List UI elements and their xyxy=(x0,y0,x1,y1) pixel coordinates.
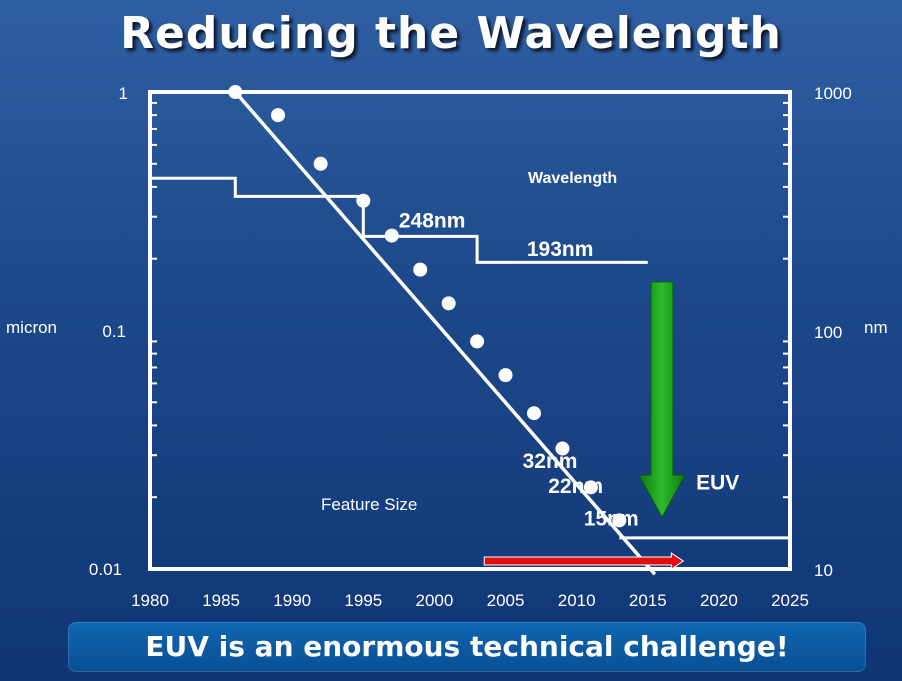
x-tick-label: 2010 xyxy=(558,591,596,610)
y-right-axis-label: nm xyxy=(864,318,888,337)
x-tick-label: 1990 xyxy=(273,591,311,610)
feature-size-point xyxy=(356,193,371,208)
x-tick-label: 2005 xyxy=(487,591,525,610)
feature-size-point xyxy=(384,228,399,243)
feature-size-point xyxy=(555,441,570,456)
feature-size-point xyxy=(498,368,513,383)
wavelength-chart: 1 0.1 0.01 micron 1000 100 10 nm 1980 198… xyxy=(6,84,888,610)
y-left-tick-label: 0.01 xyxy=(89,560,122,579)
page-title: Reducing the Wavelength xyxy=(120,8,782,59)
y-right-tick-label: 100 xyxy=(814,323,842,342)
red-right-arrow xyxy=(483,552,685,570)
x-tick-label: 1995 xyxy=(344,591,382,610)
wavelength-series-label: Wavelength xyxy=(528,170,617,187)
x-tick-label: 2000 xyxy=(416,591,454,610)
annotation-label: 193nm xyxy=(527,238,594,261)
plot-frame xyxy=(148,90,792,571)
red-arrow-shape xyxy=(483,552,685,570)
x-tick-label: 2020 xyxy=(700,591,738,610)
feature-size-point xyxy=(612,513,627,528)
annotation-label: EUV xyxy=(696,472,739,495)
y-right-tick-label: 10 xyxy=(814,561,833,580)
feature-size-point xyxy=(470,334,485,349)
y-left-tick-label: 1 xyxy=(119,84,128,103)
challenge-banner: EUV is an enormous technical challenge! xyxy=(68,622,866,672)
green-down-arrow xyxy=(638,281,686,519)
annotation-label: 22nm xyxy=(548,475,603,498)
wavelength-step-line xyxy=(150,176,648,264)
y-left-axis-label: micron xyxy=(6,318,57,337)
feature-size-point xyxy=(228,85,243,99)
x-tick-label: 1980 xyxy=(131,591,169,610)
annotation-label: 32nm xyxy=(523,450,578,473)
feature-size-trend-line xyxy=(234,90,657,576)
y-left-tick-label: 0.1 xyxy=(102,322,126,341)
feature-size-point xyxy=(527,406,541,421)
feature-size-point xyxy=(413,262,428,277)
feature-size-point xyxy=(583,480,598,495)
y-right-tick-label: 1000 xyxy=(814,84,852,103)
x-tick-label: 1985 xyxy=(202,591,240,610)
feature-size-point xyxy=(271,108,285,123)
x-tick-label: 2025 xyxy=(771,591,809,610)
annotation-label: 248nm xyxy=(399,210,466,233)
feature-size-point xyxy=(313,156,328,171)
green-arrow-shape xyxy=(638,281,686,519)
x-tick-label: 2015 xyxy=(629,591,667,610)
annotation-label: 15nm xyxy=(584,508,639,531)
feature-size-series-label: Feature Size xyxy=(321,495,417,514)
feature-size-point xyxy=(441,296,456,311)
